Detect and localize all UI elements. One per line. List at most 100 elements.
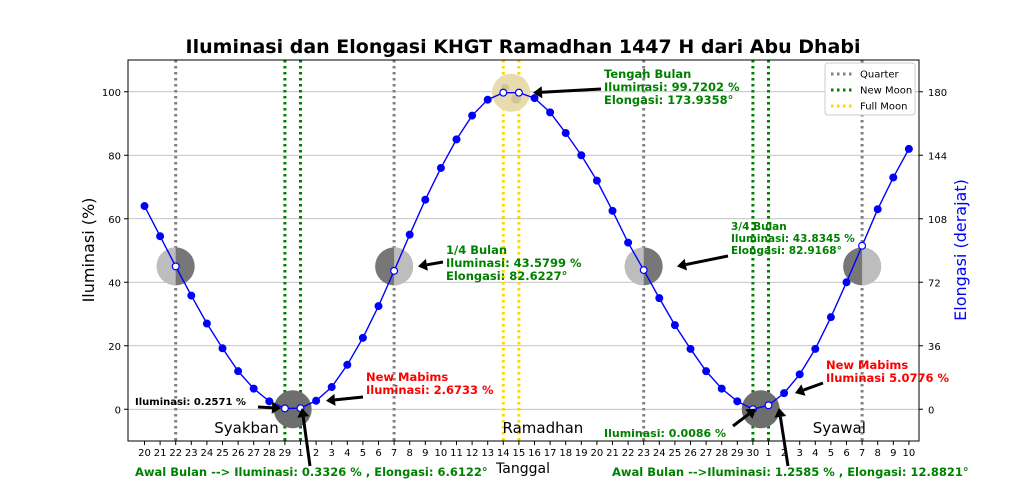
data-point	[639, 266, 648, 275]
annotation-arrow	[301, 416, 312, 467]
x-tick-label: 17	[544, 448, 557, 459]
x-tick-label: 26	[232, 448, 245, 459]
annotation-line: Iluminasi: 99.7202 %	[604, 80, 740, 94]
data-point	[873, 205, 882, 214]
moon-lit	[394, 247, 414, 286]
legend: Quarter New Moon Full Moon	[824, 62, 916, 116]
annotation-layer: Tengah Bulan Iluminasi: 99.7202 % Elongasi…	[135, 67, 969, 479]
moon-disc	[273, 390, 312, 429]
annotation-arrow	[778, 416, 790, 467]
x-tick-label: 8	[407, 448, 413, 459]
x-tick-label: 16	[528, 448, 541, 459]
moon-lit	[862, 247, 882, 286]
annotation-text: 3/4 Bulan Iluminasi: 43.8345 % Elongasi: 8…	[731, 221, 855, 257]
y-tick-label: 100	[102, 88, 121, 99]
moon-new-icon	[741, 390, 780, 429]
data-point	[171, 262, 180, 271]
data-point	[483, 95, 492, 104]
month-label: Syakban	[214, 419, 279, 437]
data-point	[358, 333, 367, 342]
data-point	[608, 206, 617, 215]
y2-tick-label: 108	[928, 215, 947, 226]
data-point	[280, 404, 289, 413]
x-tick-label: 3	[329, 448, 335, 459]
moon-new-icon	[273, 390, 312, 429]
y2-tick-label: 144	[928, 151, 947, 162]
annotation-text: Iluminasi: 0.0086 %	[604, 427, 726, 440]
annotation-arrowhead	[271, 401, 281, 414]
data-point	[826, 313, 835, 322]
data-point	[686, 344, 695, 353]
x-tick-label: 18	[559, 448, 572, 459]
data-point	[265, 397, 274, 406]
x-tick-label: 7	[859, 448, 865, 459]
x-tick-label: 10	[435, 448, 448, 459]
x-tick-label: 6	[843, 448, 849, 459]
annotation-arrow	[257, 405, 273, 410]
data-point	[468, 111, 477, 120]
x-tick-label: 29	[279, 448, 292, 459]
data-point	[421, 195, 430, 204]
data-point	[670, 321, 679, 330]
annotation-line: Elongasi: 82.9168°	[731, 245, 842, 257]
x-tick-label: 30	[747, 448, 760, 459]
x-tick-label: 24	[201, 448, 214, 459]
data-point	[202, 319, 211, 328]
x-tick-label: 12	[466, 448, 479, 459]
x-tick-label: 27	[700, 448, 713, 459]
y2-tick-label: 72	[928, 278, 941, 289]
annotation-arrow	[426, 260, 444, 267]
annotation-line: Iluminasi: 0.0086 %	[604, 427, 726, 440]
annotation-arrowhead	[326, 393, 336, 406]
data-point	[390, 266, 399, 275]
annotation-arrow	[802, 381, 824, 392]
data-point	[655, 294, 664, 303]
y2-tick-label: 180	[928, 88, 947, 99]
annotation-text: Tengah Bulan Iluminasi: 99.7202 % Elongasi…	[604, 67, 740, 107]
annotation-arrowhead	[774, 407, 787, 418]
moon-lit	[624, 247, 644, 286]
data-point	[249, 384, 258, 393]
x-tick-label: 10	[903, 448, 916, 459]
annotation-text: New Mabims Iluminasi 5.0776 %	[826, 358, 949, 385]
x-tick-label: 11	[450, 448, 463, 459]
x-tick-label: 22	[169, 448, 182, 459]
annotation-line: Iluminasi: 43.5799 %	[446, 256, 582, 270]
annotation-line: 1/4 Bulan	[446, 243, 507, 257]
y-tick-label: 20	[108, 342, 121, 353]
x-tick-label: 14	[497, 448, 510, 459]
annotation-line: Tengah Bulan	[604, 67, 691, 81]
data-point	[780, 389, 789, 398]
annotation-line: Elongasi: 173.9358°	[604, 93, 733, 107]
data-point	[374, 302, 383, 311]
legend-label: New Moon	[860, 86, 912, 97]
chart-title: Iluminasi dan Elongasi KHGT Ramadhan 144…	[186, 36, 861, 58]
legend-box	[824, 62, 916, 116]
data-point	[561, 129, 570, 138]
moon-disc	[741, 390, 780, 429]
data-point	[514, 88, 523, 97]
x-tick-label: 23	[185, 448, 198, 459]
data-point	[452, 135, 461, 144]
data-point	[764, 401, 773, 410]
annotation-text: Iluminasi: 0.2571 %	[135, 397, 246, 408]
x-tick-label: 4	[812, 448, 818, 459]
month-label: Syawal	[813, 419, 866, 437]
x-tick-label: 3	[797, 448, 803, 459]
y2-axis-label: Elongasi (derajat)	[951, 179, 970, 321]
x-tick-label: 20	[138, 448, 151, 459]
x-tick-label: 9	[890, 448, 896, 459]
data-point	[811, 344, 820, 353]
data-point	[187, 291, 196, 300]
annotation-arrow	[541, 87, 602, 94]
annotation-arrowhead	[677, 258, 688, 271]
annotation-line: New Mabims	[826, 358, 908, 372]
data-point	[702, 367, 711, 376]
data-point	[842, 278, 851, 287]
data-point	[577, 151, 586, 160]
y-tick-label: 40	[108, 278, 121, 289]
annotation-text: Awal Bulan --> Iluminasi: 0.3326 % , Elo…	[135, 465, 488, 479]
data-point	[343, 360, 352, 369]
